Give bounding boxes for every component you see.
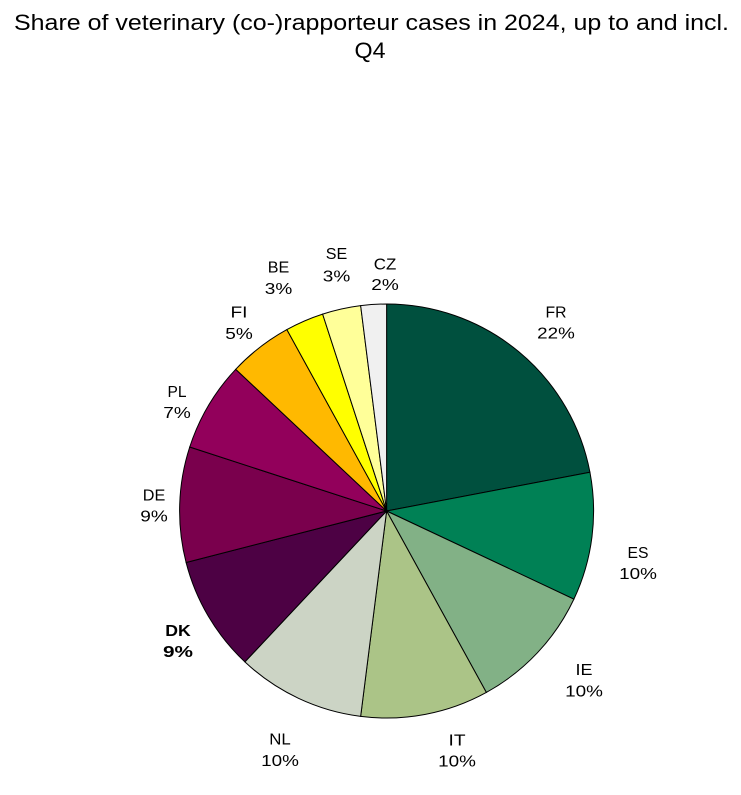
- svg-text:10%: 10%: [565, 683, 603, 700]
- svg-text:BE: BE: [268, 260, 290, 277]
- svg-text:PL: PL: [168, 384, 187, 401]
- svg-text:ES: ES: [628, 545, 649, 562]
- svg-text:Share of veterinary (co-)rappo: Share of veterinary (co-)rapporteur case…: [14, 10, 729, 35]
- svg-text:3%: 3%: [323, 269, 351, 286]
- svg-text:10%: 10%: [438, 754, 476, 771]
- svg-text:CZ: CZ: [374, 257, 397, 274]
- svg-text:22%: 22%: [537, 325, 575, 342]
- svg-text:2%: 2%: [371, 277, 399, 294]
- svg-text:9%: 9%: [140, 508, 168, 525]
- svg-text:3%: 3%: [265, 281, 293, 298]
- svg-text:IT: IT: [449, 732, 466, 749]
- svg-text:9%: 9%: [163, 644, 193, 661]
- svg-text:10%: 10%: [261, 753, 299, 770]
- svg-text:7%: 7%: [163, 405, 191, 422]
- svg-text:DE: DE: [143, 487, 166, 504]
- svg-text:IE: IE: [576, 662, 593, 679]
- svg-text:10%: 10%: [619, 566, 657, 583]
- svg-text:FI: FI: [231, 304, 248, 321]
- svg-text:FR: FR: [546, 304, 567, 321]
- svg-text:DK: DK: [165, 623, 191, 640]
- svg-text:NL: NL: [269, 731, 291, 748]
- svg-text:5%: 5%: [225, 326, 253, 343]
- svg-text:SE: SE: [326, 246, 348, 263]
- svg-text:Q4: Q4: [355, 38, 386, 63]
